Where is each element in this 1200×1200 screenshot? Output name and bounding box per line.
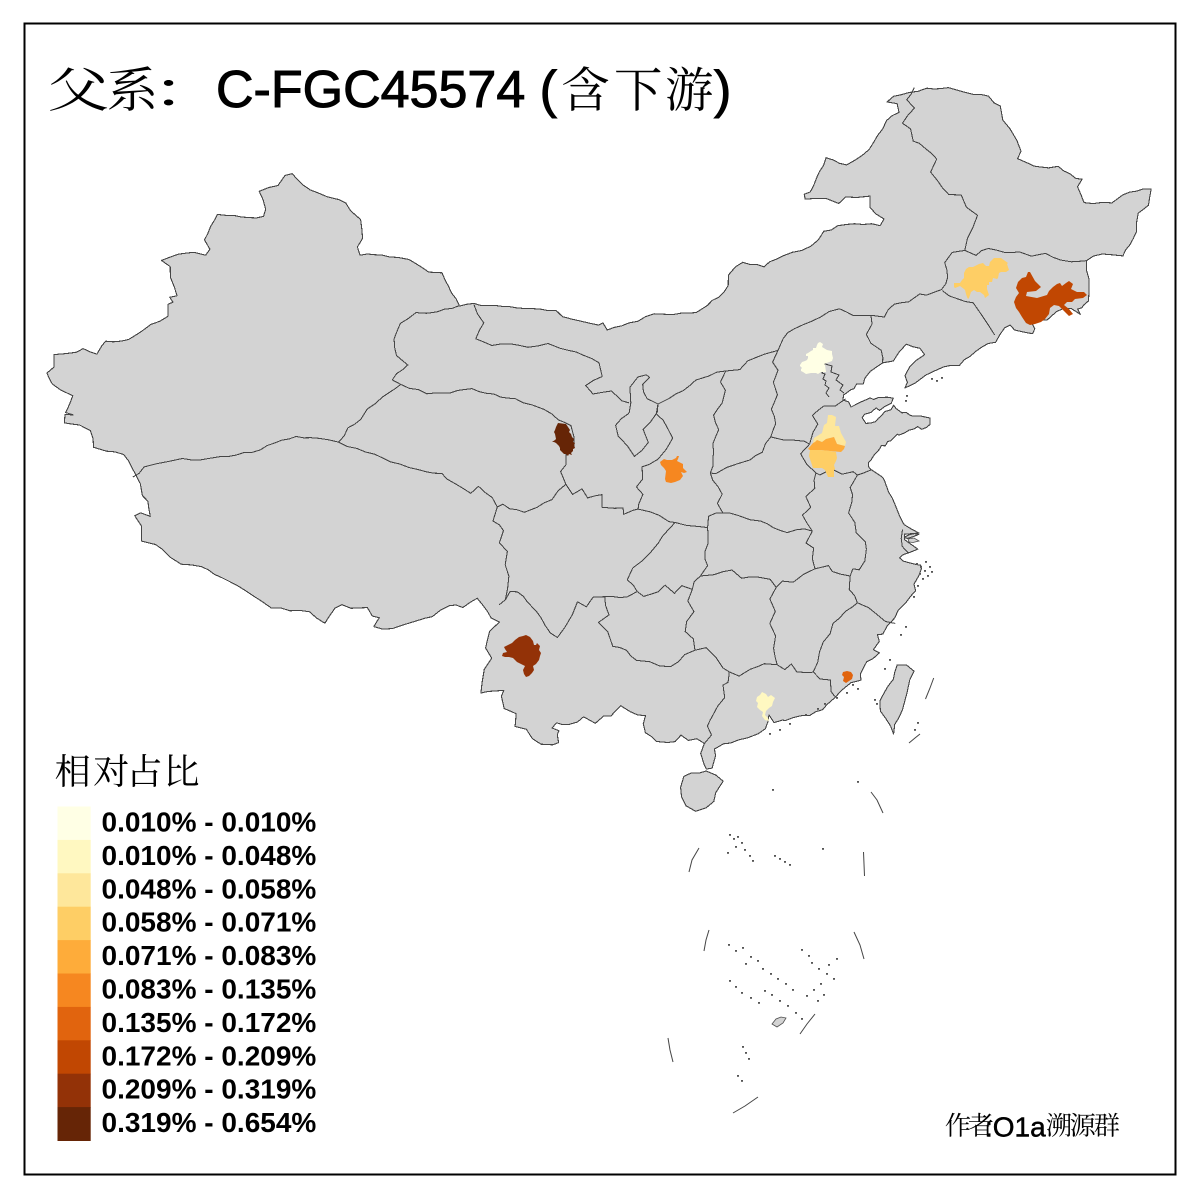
svg-text:0.010% - 0.010%: 0.010% - 0.010% <box>102 807 317 838</box>
svg-text:0.083% - 0.135%: 0.083% - 0.135% <box>102 974 317 1005</box>
svg-text:0.135% - 0.172%: 0.135% - 0.172% <box>102 1007 317 1038</box>
svg-text:C-FGC45574 (: C-FGC45574 ( <box>216 61 558 119</box>
svg-text:0.319% - 0.654%: 0.319% - 0.654% <box>102 1107 317 1138</box>
svg-text:0.071% - 0.083%: 0.071% - 0.083% <box>102 940 317 971</box>
svg-text:0.010% - 0.048%: 0.010% - 0.048% <box>102 840 317 871</box>
svg-text:0.209% - 0.319%: 0.209% - 0.319% <box>102 1074 317 1105</box>
svg-text:0.172% - 0.209%: 0.172% - 0.209% <box>102 1040 317 1071</box>
svg-text:0.048% - 0.058%: 0.048% - 0.058% <box>102 873 317 904</box>
svg-text:): ) <box>714 61 731 119</box>
svg-text:0.058% - 0.071%: 0.058% - 0.071% <box>102 907 317 938</box>
svg-text::O1a: :O1a <box>985 1112 1046 1143</box>
